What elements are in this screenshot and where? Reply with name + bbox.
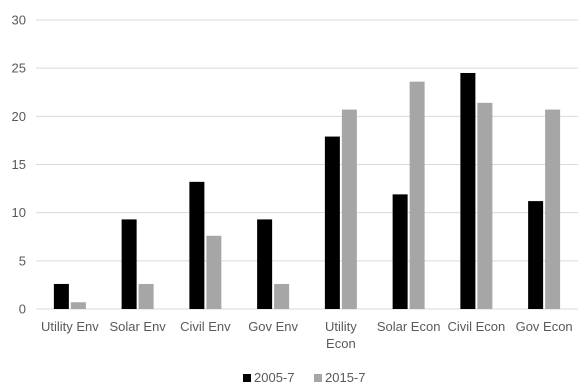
bar-2015-7-4 xyxy=(341,109,357,309)
bar-2005-7-0 xyxy=(53,283,69,309)
x-tick-label: Civil Econ xyxy=(447,319,505,334)
bar-2005-7-6 xyxy=(460,72,476,309)
y-tick-label: 30 xyxy=(12,13,26,28)
y-tick-label: 20 xyxy=(12,109,26,124)
bar-2005-7-4 xyxy=(324,136,340,309)
x-tick-label: Econ xyxy=(326,336,356,351)
gridlines xyxy=(36,19,578,310)
y-axis-ticks: 0 5 10 15 20 25 30 xyxy=(12,13,26,317)
bar-2005-7-7 xyxy=(528,201,544,309)
x-tick-label: Utility Env xyxy=(41,319,99,334)
bar-2015-7-3 xyxy=(274,283,290,309)
x-tick-label: Solar Econ xyxy=(377,319,441,334)
y-tick-label: 15 xyxy=(12,157,26,172)
x-axis-labels: Utility Env Solar Env Civil Env Gov Env Util… xyxy=(41,319,573,351)
bar-2015-7-5 xyxy=(409,81,425,309)
y-tick-label: 25 xyxy=(12,61,26,76)
bars xyxy=(53,72,561,309)
legend-label-2005-7: 2005-7 xyxy=(254,370,294,385)
x-tick-label: Utility xyxy=(325,319,357,334)
bar-2015-7-2 xyxy=(206,235,222,309)
bar-2005-7-1 xyxy=(121,219,137,309)
x-tick-label: Solar Env xyxy=(109,319,166,334)
bar-2005-7-5 xyxy=(392,194,408,309)
x-tick-label: Gov Env xyxy=(248,319,298,334)
x-tick-label: Gov Econ xyxy=(516,319,573,334)
bar-2005-7-2 xyxy=(189,181,205,309)
bar-2015-7-7 xyxy=(545,109,561,309)
legend: 2005-7 2015-7 xyxy=(243,370,365,385)
y-tick-label: 10 xyxy=(12,205,26,220)
legend-swatch-2015-7 xyxy=(314,374,322,382)
y-tick-label: 5 xyxy=(19,253,26,268)
bar-2015-7-0 xyxy=(70,302,86,309)
y-tick-label: 0 xyxy=(19,302,26,317)
legend-swatch-2005-7 xyxy=(243,374,251,382)
x-tick-label: Civil Env xyxy=(180,319,231,334)
bar-2015-7-1 xyxy=(138,283,154,309)
bar-2015-7-6 xyxy=(477,102,493,309)
legend-label-2015-7: 2015-7 xyxy=(325,370,365,385)
bar-2005-7-3 xyxy=(257,219,273,309)
